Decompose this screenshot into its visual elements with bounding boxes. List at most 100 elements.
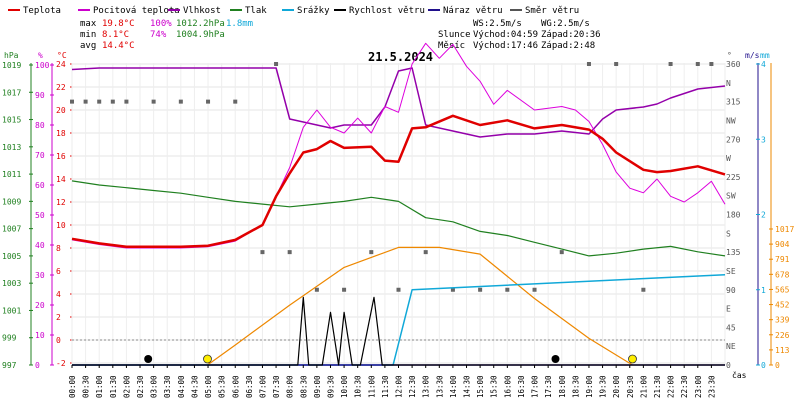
x-tick-12: 06:00 (231, 375, 240, 398)
stats-max-press: 1012.2hPa (176, 19, 225, 29)
x-tick-28: 14:00 (449, 375, 458, 398)
rain-tick-3: 678 (775, 270, 790, 279)
x-tick-35: 17:30 (544, 375, 553, 398)
wind-gust-info: WG:2.5m/s (541, 19, 590, 29)
x-tick-7: 03:30 (163, 375, 172, 398)
x-tick-14: 07:00 (258, 375, 267, 398)
wind-tick-2: 2 (761, 211, 766, 220)
x-tick-32: 16:00 (503, 375, 512, 398)
wind-dir-point-13 (342, 287, 347, 292)
press-tick-5: 1009 (2, 197, 21, 206)
x-tick-44: 22:00 (667, 375, 676, 398)
rain-tick-5: 452 (775, 301, 790, 310)
temp-tick-13: -2 (56, 359, 66, 368)
x-tick-5: 02:30 (136, 375, 145, 398)
dir-tick-14: 45 (726, 323, 736, 332)
temp-axis-title: °C (57, 51, 67, 60)
dir-tick-13: E (726, 305, 731, 314)
wind-tick-0: 4 (761, 60, 766, 69)
dir-tick-6: 225 (726, 173, 741, 182)
hum-tick-4: 60 (35, 181, 45, 190)
dir-tick-7: SW (726, 192, 736, 201)
dir-tick-16: 0 (726, 361, 731, 370)
x-tick-11: 05:30 (218, 375, 227, 398)
dir-tick-3: NW (726, 116, 736, 125)
sun-elevation-line (207, 246, 633, 366)
dir-tick-11: SE (726, 267, 736, 276)
wind-dir-point-26 (695, 62, 700, 66)
temp-tick-2: 20 (56, 106, 66, 115)
dir-tick-4: 270 (726, 135, 741, 144)
x-tick-2: 01:00 (95, 375, 104, 398)
dir-tick-12: 90 (726, 286, 736, 295)
rain-axis-title: mm (760, 51, 770, 60)
temp-tick-1: 22 (56, 83, 66, 92)
wind-dir-point-11 (287, 250, 292, 255)
wind-speed-line (72, 296, 725, 366)
wind-tick-1: 3 (761, 135, 766, 144)
hum-tick-9: 10 (35, 331, 45, 340)
press-tick-7: 1005 (2, 252, 21, 261)
temp-tick-10: 4 (56, 290, 61, 299)
temp-tick-0: 24 (56, 60, 66, 69)
press-tick-4: 1011 (2, 170, 21, 179)
press-tick-2: 1015 (2, 116, 21, 125)
stats-avg-temp: 14.4°C (102, 41, 135, 51)
wind-dir-point-2 (97, 99, 102, 104)
press-tick-10: 999 (2, 334, 17, 343)
x-tick-18: 09:00 (313, 375, 322, 398)
hum-axis-title: % (38, 51, 43, 60)
x-tick-0: 00:00 (68, 375, 77, 398)
hum-tick-5: 50 (35, 211, 45, 220)
x-tick-23: 11:30 (381, 375, 390, 398)
sunset-marker (628, 354, 637, 364)
wind-dir-point-24 (641, 287, 646, 292)
x-tick-3: 01:30 (109, 375, 118, 398)
x-tick-15: 07:30 (272, 375, 281, 398)
wind-tick-3: 1 (761, 286, 766, 295)
x-tick-30: 15:00 (476, 375, 485, 398)
temp-tick-9: 6 (56, 267, 61, 276)
x-tick-17: 08:30 (299, 375, 308, 398)
wind-dir-point-9 (260, 250, 265, 255)
dir-tick-10: 135 (726, 248, 741, 257)
wind-dir-point-19 (505, 287, 510, 292)
rain-tick-7: 226 (775, 331, 790, 340)
hum-tick-7: 30 (35, 271, 45, 280)
wind-dir-point-14 (369, 250, 374, 255)
x-tick-34: 17:00 (531, 375, 540, 398)
legend: Teplota Pocitová teplota Vlhkost Tlak Srážky… (8, 6, 579, 16)
dir-tick-2: 315 (726, 98, 741, 107)
stats-min-press: 1004.9hPa (176, 30, 225, 40)
wind-dir-point-1 (83, 99, 88, 104)
x-tick-45: 22:30 (680, 375, 689, 398)
moonrise-marker (551, 355, 560, 363)
temp-tick-8: 8 (56, 244, 61, 253)
x-tick-24: 12:00 (395, 375, 404, 398)
x-tick-8: 04:00 (177, 375, 186, 398)
x-tick-47: 23:30 (707, 375, 716, 398)
dir-tick-1: N (726, 79, 731, 88)
moonset-info: Západ:2:48 (541, 41, 595, 51)
x-tick-40: 20:00 (612, 375, 621, 398)
rain-tick-9: 0 (775, 361, 780, 370)
wind-dir-point-27 (709, 62, 714, 66)
wind-dir-point-16 (423, 250, 428, 255)
wind-dir-point-4 (124, 99, 129, 104)
temp-tick-6: 12 (56, 198, 66, 207)
wind-dir-point-7 (206, 99, 211, 104)
dir-tick-0: 360 (726, 60, 741, 69)
x-tick-26: 13:00 (422, 375, 431, 398)
press-tick-1: 1017 (2, 88, 21, 97)
x-tick-42: 21:00 (639, 375, 648, 398)
x-tick-25: 12:30 (408, 375, 417, 398)
press-tick-11: 997 (2, 361, 17, 370)
stats-min-hum: 74% (150, 30, 167, 40)
humidity-line (71, 67, 726, 138)
dir-axis-title: ° (727, 51, 732, 60)
hum-tick-6: 40 (35, 241, 45, 250)
wind-dir-point-15 (396, 287, 401, 292)
hum-tick-3: 70 (35, 151, 45, 160)
stats-max-label: max (80, 19, 97, 29)
